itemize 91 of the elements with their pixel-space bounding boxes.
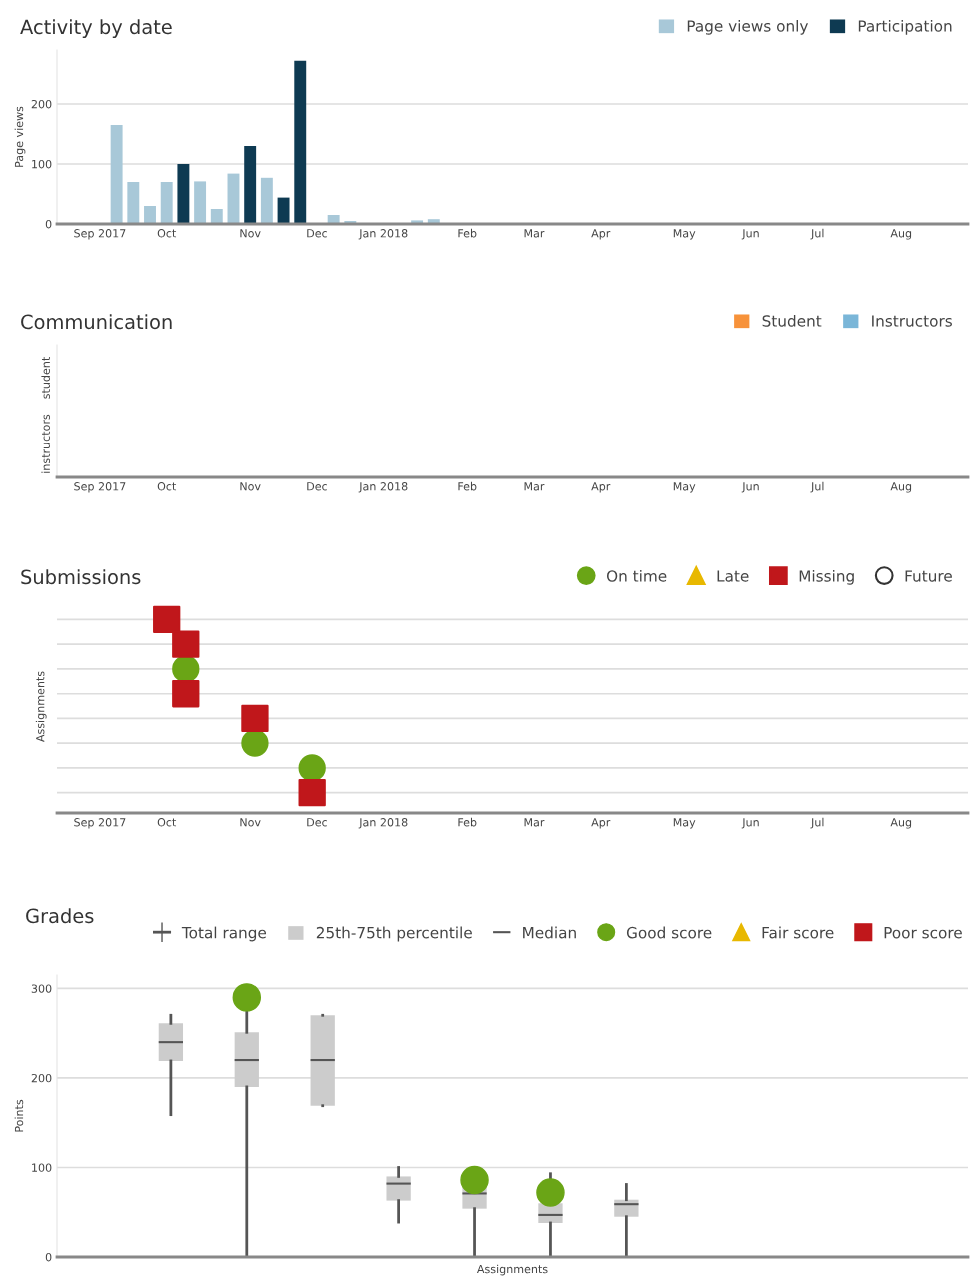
x-tick-label: Jun [741,818,759,829]
x-tick-label: Feb [458,481,477,491]
x-tick-label: Nov [240,482,261,491]
legend-label: Student [762,314,822,327]
point [536,1178,565,1207]
x-tick-label: Jan 2018 [358,818,408,829]
point [153,605,181,634]
legend-label: Good score [626,926,712,939]
bar [227,173,240,224]
x-tick-label: Aug [890,818,912,829]
x-tick-label: Sep 2017 [74,229,126,240]
legend-label: Missing [799,569,854,585]
point [172,630,200,658]
x-tick-label: Dec [307,818,328,827]
point [232,983,262,1012]
point [298,754,326,782]
bar [327,215,340,224]
x-tick-label: Dec [307,482,328,491]
x-tick-label: Feb [458,228,477,238]
x-tick-label: Sep 2017 [74,818,126,829]
legend-label: Instructors [872,315,952,327]
point [241,704,269,732]
x-tick-label: May [673,482,696,493]
x-tick-label: Jul [810,228,824,240]
x-tick-label: Sep 2017 [74,482,126,493]
x-tick-label: Jul [810,817,824,829]
bar [294,60,307,224]
chart-title: Grades [26,908,94,924]
legend-label: Participation [858,19,952,35]
y-tick-label: 300 [31,984,52,993]
bar [260,177,273,224]
legend-label: Page views only [687,19,809,35]
y-axis-title: Page views [14,106,26,167]
legend-label: Fair score [762,926,834,939]
point [460,1165,489,1195]
x-tick-label: Apr [591,818,611,829]
point [172,655,200,683]
x-tick-label: Oct [157,818,177,827]
x-tick-label: Jan 2018 [358,229,408,240]
y-tick-label: 200 [31,1073,52,1083]
legend-label: Future [905,570,952,582]
x-tick-label: Mar [524,229,545,238]
legend-label: Late [717,570,749,582]
x-tick-label: May [673,818,696,829]
y-tick-label: 100 [32,159,52,169]
legend-label: On time [606,569,667,582]
y-axis-title: Assignments [35,671,47,743]
bar [110,125,123,224]
x-tick-label: Dec [307,229,328,238]
x-tick-label: Nov [240,818,261,827]
y-tick-label: 0 [45,1252,52,1262]
text: 25th-75th percentile [316,926,472,942]
x-tick-label: Mar [524,482,545,491]
x-tick-label: Mar [524,818,545,827]
bar [244,146,257,224]
legend-label: Poor score [884,927,962,939]
y-tick-label: 100 [32,1163,52,1172]
x-tick-label: May [673,229,696,240]
y-tick-label: instructors [41,414,50,473]
x-tick-label: Jan 2018 [358,482,408,493]
x-tick-label: Aug [890,229,912,240]
text: Median [523,926,576,939]
bar [144,206,156,224]
bar [177,164,190,224]
x-tick-label: Aug [890,482,912,493]
x-tick-label: Jun [741,482,759,493]
bar [127,182,140,224]
text: Total range [181,926,267,942]
chart-title: Communication [21,314,172,330]
point [241,729,269,757]
point [172,680,200,708]
x-tick-label: Apr [591,229,611,240]
x-axis-title: Assignments [476,1264,548,1276]
y-tick-label: student [41,357,50,399]
bar [194,181,207,224]
x-tick-label: Feb [458,817,477,827]
bar [277,197,290,224]
bar [210,209,223,224]
chart-title: Submissions [21,569,141,585]
x-tick-label: Oct [157,482,177,491]
point [298,779,326,807]
chart-title: Activity by date [20,19,172,38]
y-tick-label: 200 [31,99,52,109]
x-tick-label: Jul [810,481,824,493]
x-tick-label: Apr [591,482,611,493]
x-tick-label: Jun [741,229,759,240]
y-axis-title: Points [14,1099,24,1132]
y-tick-label: 0 [45,219,52,229]
x-tick-label: Oct [157,229,177,238]
bar [160,182,173,224]
x-tick-label: Nov [240,229,261,238]
